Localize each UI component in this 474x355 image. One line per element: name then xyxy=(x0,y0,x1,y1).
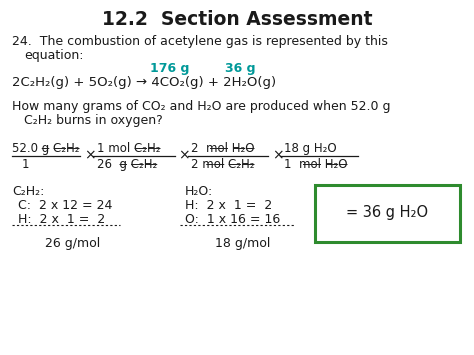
Text: equation:: equation: xyxy=(24,49,83,62)
Text: 1 mol C̶₂̶H̶₂̶: 1 mol C̶₂̶H̶₂̶ xyxy=(97,142,161,155)
Text: C₂H₂ burns in oxygen?: C₂H₂ burns in oxygen? xyxy=(24,114,163,127)
Text: C₂H₂:: C₂H₂: xyxy=(12,185,45,198)
Text: C:  2 x 12 = 24: C: 2 x 12 = 24 xyxy=(18,199,112,212)
Text: 2 m̶o̶l̶ C̶₂̶H̶₂̶: 2 m̶o̶l̶ C̶₂̶H̶₂̶ xyxy=(191,158,255,171)
Text: 36 g: 36 g xyxy=(225,62,255,75)
Text: = 36 g H₂O: = 36 g H₂O xyxy=(346,206,428,220)
Text: 18 g H₂O: 18 g H₂O xyxy=(284,142,337,155)
Text: 52.0 g̶ C̶₂̶H̶₂̶: 52.0 g̶ C̶₂̶H̶₂̶ xyxy=(12,142,80,155)
Text: O:  1 x 16 = 16: O: 1 x 16 = 16 xyxy=(185,213,280,226)
Text: 18 g/mol: 18 g/mol xyxy=(215,237,270,250)
Text: How many grams of CO₂ and H₂O are produced when 52.0 g: How many grams of CO₂ and H₂O are produc… xyxy=(12,100,391,113)
Text: 1: 1 xyxy=(22,158,29,171)
Bar xyxy=(315,185,460,242)
Text: 26 g/mol: 26 g/mol xyxy=(45,237,100,250)
Text: H:  2 x  1 =  2: H: 2 x 1 = 2 xyxy=(185,199,272,212)
Text: 2C₂H₂(g) + 5O₂(g) → 4CO₂(g) + 2H₂O(g): 2C₂H₂(g) + 5O₂(g) → 4CO₂(g) + 2H₂O(g) xyxy=(12,76,276,89)
Text: 1  m̶o̶l̶ H̶₂̶O̶: 1 m̶o̶l̶ H̶₂̶O̶ xyxy=(284,158,347,171)
Text: 12.2  Section Assessment: 12.2 Section Assessment xyxy=(102,10,372,29)
Text: ×: × xyxy=(272,148,283,162)
Text: ×: × xyxy=(178,148,190,162)
Text: 24.  The combustion of acetylene gas is represented by this: 24. The combustion of acetylene gas is r… xyxy=(12,35,388,48)
Text: 26  g̶ C̶₂̶H̶₂̶: 26 g̶ C̶₂̶H̶₂̶ xyxy=(97,158,157,171)
Text: 176 g: 176 g xyxy=(150,62,190,75)
Text: ×: × xyxy=(84,148,96,162)
Text: 2  m̶o̶l̶ H̶₂̶O̶: 2 m̶o̶l̶ H̶₂̶O̶ xyxy=(191,142,255,155)
Text: H:  2 x  1 =  2: H: 2 x 1 = 2 xyxy=(18,213,105,226)
Text: H₂O:: H₂O: xyxy=(185,185,213,198)
